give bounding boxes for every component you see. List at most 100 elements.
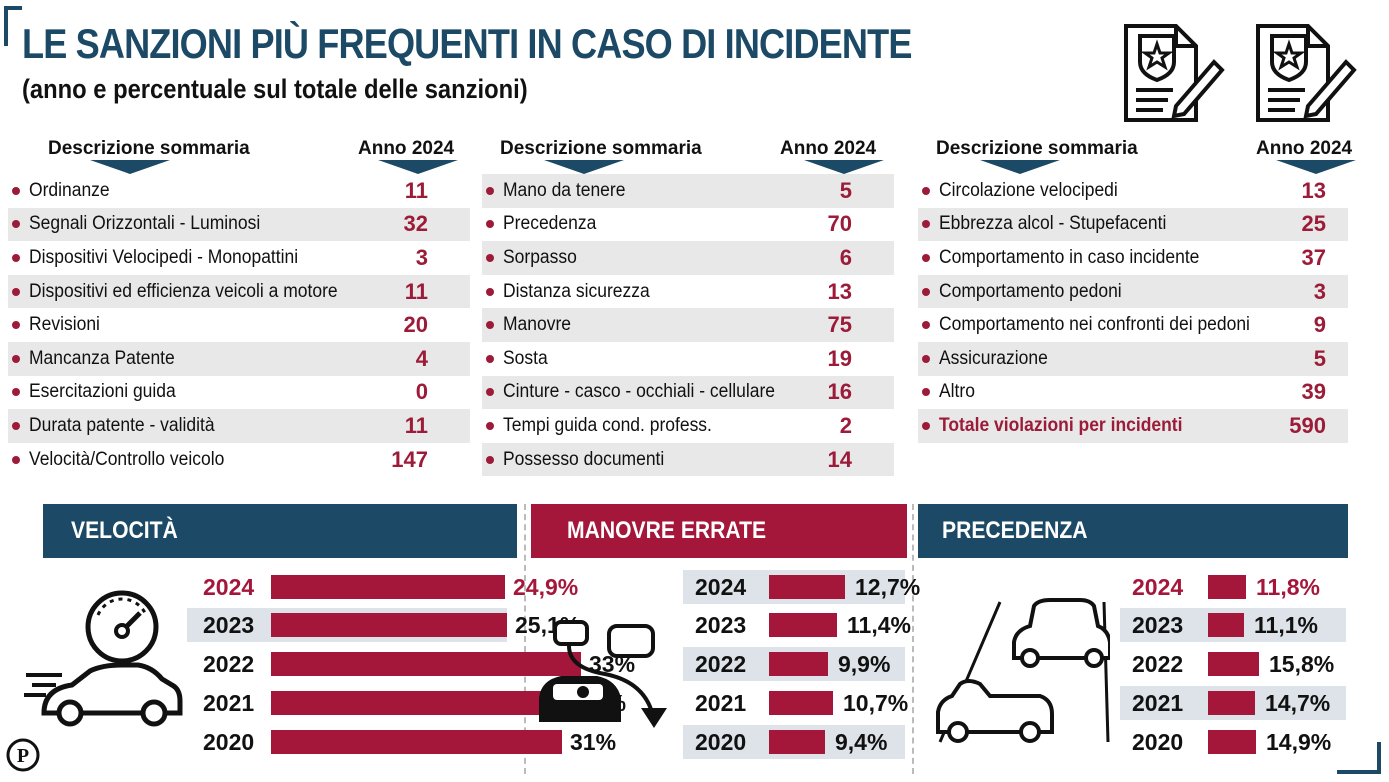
row-label: Dispositivi Velocipedi - Monopattini bbox=[29, 246, 299, 268]
bullet bbox=[922, 253, 930, 262]
table-row: Comportamento in caso incidente 37 bbox=[918, 241, 1348, 275]
row-value: 20 bbox=[403, 312, 428, 338]
table-row: Possesso documenti 14 bbox=[482, 442, 894, 477]
bullet bbox=[486, 321, 494, 330]
bar-row: 2021 14,7% bbox=[1120, 686, 1346, 720]
row-label: Ordinanze bbox=[29, 179, 110, 201]
bullet bbox=[12, 354, 20, 363]
table-row: Assicurazione 5 bbox=[918, 341, 1348, 376]
bullet bbox=[922, 220, 930, 229]
table-row: Precedenza 70 bbox=[482, 208, 894, 242]
bar bbox=[769, 613, 837, 637]
row-label: Precedenza bbox=[503, 213, 597, 235]
panel-title: VELOCITÀ bbox=[71, 517, 178, 544]
header-year: Anno 2024 bbox=[780, 138, 877, 159]
row-value: 590 bbox=[1289, 412, 1326, 438]
row-label: Possesso documenti bbox=[503, 448, 665, 470]
table-row: Circolazione velocipedi 13 bbox=[918, 174, 1348, 208]
row-value: 11 bbox=[404, 278, 428, 304]
header-arrow bbox=[980, 160, 1060, 174]
row-value: 11 bbox=[404, 177, 428, 203]
cars-collision-icon bbox=[936, 598, 1110, 743]
header-description: Descrizione sommaria bbox=[936, 138, 1138, 159]
row-value: 70 bbox=[827, 211, 852, 237]
row-label: Distanza sicurezza bbox=[503, 280, 650, 302]
bar-year-label: 2020 bbox=[695, 728, 747, 755]
bullet bbox=[922, 321, 930, 330]
table-row: Altro 39 bbox=[918, 376, 1348, 410]
bar-year-label: 2022 bbox=[1132, 650, 1184, 677]
row-value: 147 bbox=[391, 446, 428, 472]
bar-year-label: 2024 bbox=[695, 573, 747, 600]
publisher-logo: P bbox=[6, 738, 40, 772]
bar bbox=[1208, 652, 1259, 676]
table-row: Tempi guida cond. profess. 2 bbox=[482, 409, 894, 443]
divider bbox=[912, 504, 914, 774]
row-value: 5 bbox=[1313, 345, 1326, 371]
bar-year-label: 2024 bbox=[1132, 573, 1184, 600]
bar-year-label: 2020 bbox=[1132, 728, 1184, 755]
bullet bbox=[486, 186, 494, 195]
header-arrow bbox=[90, 160, 170, 174]
table-row: Mano da tenere 5 bbox=[482, 174, 894, 208]
table-row: Dispositivi Velocipedi - Monopattini 3 bbox=[8, 241, 470, 275]
bar bbox=[271, 691, 572, 715]
bar-value-label: 24,9% bbox=[513, 573, 579, 600]
row-value: 37 bbox=[1301, 244, 1326, 270]
row-value: 13 bbox=[1301, 177, 1326, 203]
bar-row: 2020 14,9% bbox=[1120, 725, 1346, 759]
row-value: 75 bbox=[827, 312, 852, 338]
row-value: 11 bbox=[404, 412, 428, 438]
bar-row: 2020 31% bbox=[187, 725, 616, 759]
bar bbox=[769, 691, 833, 715]
row-value: 0 bbox=[415, 379, 428, 405]
police-report-icon bbox=[1256, 24, 1357, 122]
bullet bbox=[12, 321, 20, 330]
bar bbox=[769, 730, 825, 754]
row-label: Manovre bbox=[503, 314, 572, 336]
row-value: 19 bbox=[827, 345, 852, 371]
bar-year-label: 2020 bbox=[203, 728, 255, 755]
row-value: 13 bbox=[827, 278, 852, 304]
row-label: Circolazione velocipedi bbox=[939, 179, 1118, 201]
row-value: 39 bbox=[1301, 379, 1326, 405]
row-label: Ebbrezza alcol - Stupefacenti bbox=[939, 213, 1167, 235]
table-row: Comportamento nei confronti dei pedoni 9 bbox=[918, 308, 1348, 342]
row-label: Sorpasso bbox=[503, 246, 577, 268]
row-label: Durata patente - validità bbox=[29, 414, 215, 436]
bar bbox=[271, 730, 562, 754]
row-value: 4 bbox=[415, 345, 428, 371]
bar-year-label: 2021 bbox=[203, 689, 255, 716]
bullet bbox=[486, 287, 494, 296]
row-label: Comportamento nei confronti dei pedoni bbox=[939, 314, 1250, 336]
bullet bbox=[922, 421, 930, 430]
speedometer-car-icon bbox=[24, 590, 183, 727]
panel-title: MANOVRE ERRATE bbox=[567, 517, 767, 544]
corner-mark-bottom-right bbox=[1337, 742, 1381, 774]
header-arrow bbox=[1276, 160, 1356, 174]
column-header: Descrizione sommaria Anno 2024 bbox=[918, 134, 1356, 174]
row-label: Mano da tenere bbox=[503, 179, 626, 201]
header-year: Anno 2024 bbox=[1256, 138, 1353, 159]
row-label: Tempi guida cond. profess. bbox=[503, 414, 712, 436]
bar bbox=[769, 575, 845, 599]
table-row: Segnali Orizzontali - Luminosi 32 bbox=[8, 207, 470, 242]
row-value: 5 bbox=[839, 177, 852, 203]
page-subtitle: (anno e percentuale sul totale delle san… bbox=[22, 74, 528, 104]
row-value: 6 bbox=[839, 244, 852, 270]
header-arrow bbox=[544, 160, 624, 174]
table-row: Comportamento pedoni 3 bbox=[918, 274, 1348, 309]
bullet bbox=[922, 354, 930, 363]
bar-row: 2024 12,7% bbox=[683, 570, 920, 604]
row-label: Esercitazioni guida bbox=[29, 381, 176, 403]
bar-year-label: 2021 bbox=[695, 689, 747, 716]
row-label: Velocità/Controllo veicolo bbox=[29, 448, 225, 470]
bar-row: 2023 25,1% bbox=[187, 608, 580, 642]
bar-year-label: 2023 bbox=[203, 611, 255, 638]
bar-value-label: 11,8% bbox=[1256, 573, 1320, 600]
bar bbox=[1208, 575, 1246, 599]
row-value: 3 bbox=[415, 244, 428, 270]
bar-value-label: 15,8% bbox=[1269, 650, 1335, 677]
table-column-1: Descrizione sommaria Anno 2024 Ordinanze… bbox=[8, 134, 470, 476]
bar-value-label: 11,1% bbox=[1254, 611, 1318, 638]
